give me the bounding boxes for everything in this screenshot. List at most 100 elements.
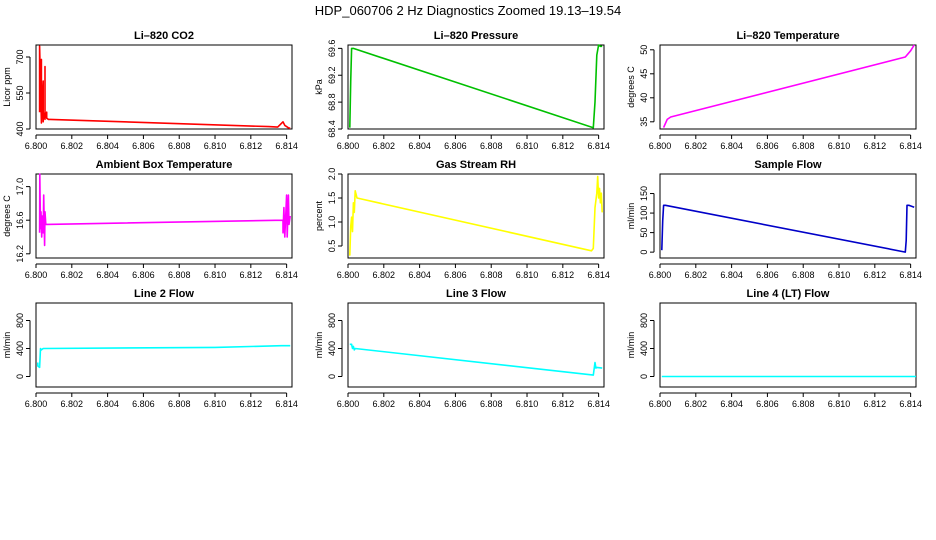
- line-2-flow-xtick-label: 6.806: [132, 399, 155, 409]
- panel-line-4-lt-flow: Line 4 (LT) Flow ml/min 6.800 6.802 6.804 6.8…: [626, 288, 922, 409]
- li-820-pressure-ytick-label: 69.6: [327, 40, 337, 58]
- ambient-box-temperature-ylabel: degrees C: [2, 195, 12, 237]
- ambient-box-temperature-xtick-label: 6.806: [132, 270, 155, 280]
- line-3-flow-ylabel: ml/min: [314, 332, 324, 359]
- sample-flow-ylabel: ml/min: [626, 203, 636, 230]
- ambient-box-temperature-ytick-label: 16.2: [15, 245, 25, 263]
- gas-stream-rh-xtick-label: 6.808: [480, 270, 503, 280]
- line-4-lt-flow-xtick-label: 6.802: [685, 399, 708, 409]
- li-820-temperature-xtick-label: 6.808: [792, 141, 815, 151]
- li-820-pressure-xtick-label: 6.810: [516, 141, 539, 151]
- ambient-box-temperature-xtick-label: 6.802: [61, 270, 84, 280]
- gas-stream-rh-ytick-label: 1.0: [327, 216, 337, 229]
- li-820-pressure-xtick-label: 6.812: [552, 141, 575, 151]
- panel-line-2-flow: Line 2 Flow ml/min 6.800 6.802 6.804 6.806 6.8…: [2, 288, 298, 409]
- li-820-temperature-series-line: [662, 44, 915, 128]
- line-3-flow-title: Line 3 Flow: [446, 288, 506, 300]
- sample-flow-ytick-label: 50: [639, 228, 649, 238]
- line-2-flow-plot-frame: [35, 302, 293, 388]
- sample-flow-plot-frame: [659, 173, 917, 259]
- panel-li-820-co2: Li–820 CO2 Licor ppm 6.800 6.802 6.804 6.806 6…: [2, 30, 298, 151]
- panel-li-820-temperature: Li–820 Temperature degrees C 6.800 6.802 6.8…: [626, 30, 922, 151]
- line-3-flow-xtick-label: 6.804: [408, 399, 431, 409]
- sample-flow-ytick-label: 0: [639, 250, 649, 255]
- ambient-box-temperature-plot-frame: [35, 173, 293, 259]
- figure-title: HDP_060706 2 Hz Diagnostics Zoomed 19.13…: [315, 3, 621, 18]
- line-4-lt-flow-plot-frame: [659, 302, 917, 388]
- line-2-flow-xtick-label: 6.810: [204, 399, 227, 409]
- li-820-temperature-xtick-label: 6.812: [864, 141, 887, 151]
- line-2-flow-series-line: [36, 344, 291, 369]
- line-4-lt-flow-xtick-label: 6.808: [792, 399, 815, 409]
- ambient-box-temperature-ytick-label: 16.6: [15, 211, 25, 229]
- gas-stream-rh-series-line: [349, 175, 603, 256]
- line-4-lt-flow-xtick-label: 6.804: [720, 399, 743, 409]
- gas-stream-rh-xtick-label: 6.800: [337, 270, 360, 280]
- line-2-flow-ytick-label: 400: [15, 341, 25, 356]
- li-820-pressure-series-line: [349, 44, 603, 129]
- li-820-co2-xtick-label: 6.808: [168, 141, 191, 151]
- line-3-flow-xtick-label: 6.802: [373, 399, 396, 409]
- gas-stream-rh-title: Gas Stream RH: [436, 159, 516, 171]
- line-2-flow-ytick-label: 800: [15, 313, 25, 328]
- line-4-lt-flow-ytick-label: 800: [639, 313, 649, 328]
- ambient-box-temperature-xtick-label: 6.800: [25, 270, 48, 280]
- line-3-flow-xtick-label: 6.806: [444, 399, 467, 409]
- li-820-co2-xtick-label: 6.804: [96, 141, 119, 151]
- gas-stream-rh-xtick-label: 6.810: [516, 270, 539, 280]
- ambient-box-temperature-series-line: [38, 173, 291, 247]
- sample-flow-ytick-label: 150: [639, 186, 649, 201]
- sample-flow-xtick-label: 6.802: [685, 270, 708, 280]
- sample-flow-title: Sample Flow: [754, 159, 822, 171]
- sample-flow-xtick-label: 6.804: [720, 270, 743, 280]
- line-3-flow-xtick-label: 6.810: [516, 399, 539, 409]
- li-820-temperature-ylabel: degrees C: [626, 66, 636, 108]
- panel-line-3-flow: Line 3 Flow ml/min 6.800 6.802 6.804 6.806 6.8…: [314, 288, 610, 409]
- gas-stream-rh-xtick-label: 6.802: [373, 270, 396, 280]
- li-820-pressure-xtick-label: 6.806: [444, 141, 467, 151]
- li-820-co2-plot-frame: [35, 44, 293, 130]
- gas-stream-rh-ylabel: percent: [314, 200, 324, 231]
- gas-stream-rh-ytick-label: 0.5: [327, 240, 337, 253]
- line-4-lt-flow-ytick-label: 400: [639, 341, 649, 356]
- panel-gas-stream-rh: Gas Stream RH percent 6.800 6.802 6.804 6.806…: [314, 159, 610, 280]
- line-3-flow-xtick-label: 6.800: [337, 399, 360, 409]
- ambient-box-temperature-title: Ambient Box Temperature: [96, 159, 233, 171]
- line-3-flow-ytick-label: 400: [327, 341, 337, 356]
- panel-ambient-box-temperature: Ambient Box Temperature degrees C 6.800 6.8…: [2, 159, 298, 280]
- ambient-box-temperature-xtick-label: 6.804: [96, 270, 119, 280]
- li-820-temperature-title: Li–820 Temperature: [736, 30, 839, 42]
- line-2-flow-title: Line 2 Flow: [134, 288, 194, 300]
- li-820-temperature-ytick-label: 45: [639, 69, 649, 79]
- line-2-flow-xtick-label: 6.800: [25, 399, 48, 409]
- line-4-lt-flow-title: Line 4 (LT) Flow: [747, 288, 830, 300]
- li-820-co2-xtick-label: 6.814: [275, 141, 298, 151]
- line-3-flow-xtick-label: 6.812: [552, 399, 575, 409]
- ambient-box-temperature-xtick-label: 6.808: [168, 270, 191, 280]
- line-4-lt-flow-xtick-label: 6.800: [649, 399, 672, 409]
- sample-flow-xtick-label: 6.806: [756, 270, 779, 280]
- li-820-pressure-xtick-label: 6.808: [480, 141, 503, 151]
- li-820-temperature-xtick-label: 6.814: [899, 141, 922, 151]
- gas-stream-rh-plot-frame: [347, 173, 605, 259]
- li-820-pressure-ytick-label: 68.4: [327, 120, 337, 138]
- line-2-flow-ylabel: ml/min: [2, 332, 12, 359]
- sample-flow-xtick-label: 6.808: [792, 270, 815, 280]
- line-3-flow-ytick-label: 800: [327, 313, 337, 328]
- li-820-co2-title: Li–820 CO2: [134, 30, 194, 42]
- sample-flow-xtick-label: 6.812: [864, 270, 887, 280]
- li-820-co2-xtick-label: 6.800: [25, 141, 48, 151]
- line-3-flow-plot-frame: [347, 302, 605, 388]
- line-2-flow-ytick-label: 0: [15, 374, 25, 379]
- li-820-pressure-xtick-label: 6.814: [587, 141, 610, 151]
- ambient-box-temperature-ytick-label: 17.0: [15, 178, 25, 196]
- li-820-pressure-ytick-label: 69.2: [327, 66, 337, 84]
- sample-flow-xtick-label: 6.814: [899, 270, 922, 280]
- line-4-lt-flow-xtick-label: 6.814: [899, 399, 922, 409]
- line-4-lt-flow-xtick-label: 6.806: [756, 399, 779, 409]
- line-3-flow-xtick-label: 6.814: [587, 399, 610, 409]
- gas-stream-rh-xtick-label: 6.812: [552, 270, 575, 280]
- gas-stream-rh-xtick-label: 6.804: [408, 270, 431, 280]
- sample-flow-xtick-label: 6.800: [649, 270, 672, 280]
